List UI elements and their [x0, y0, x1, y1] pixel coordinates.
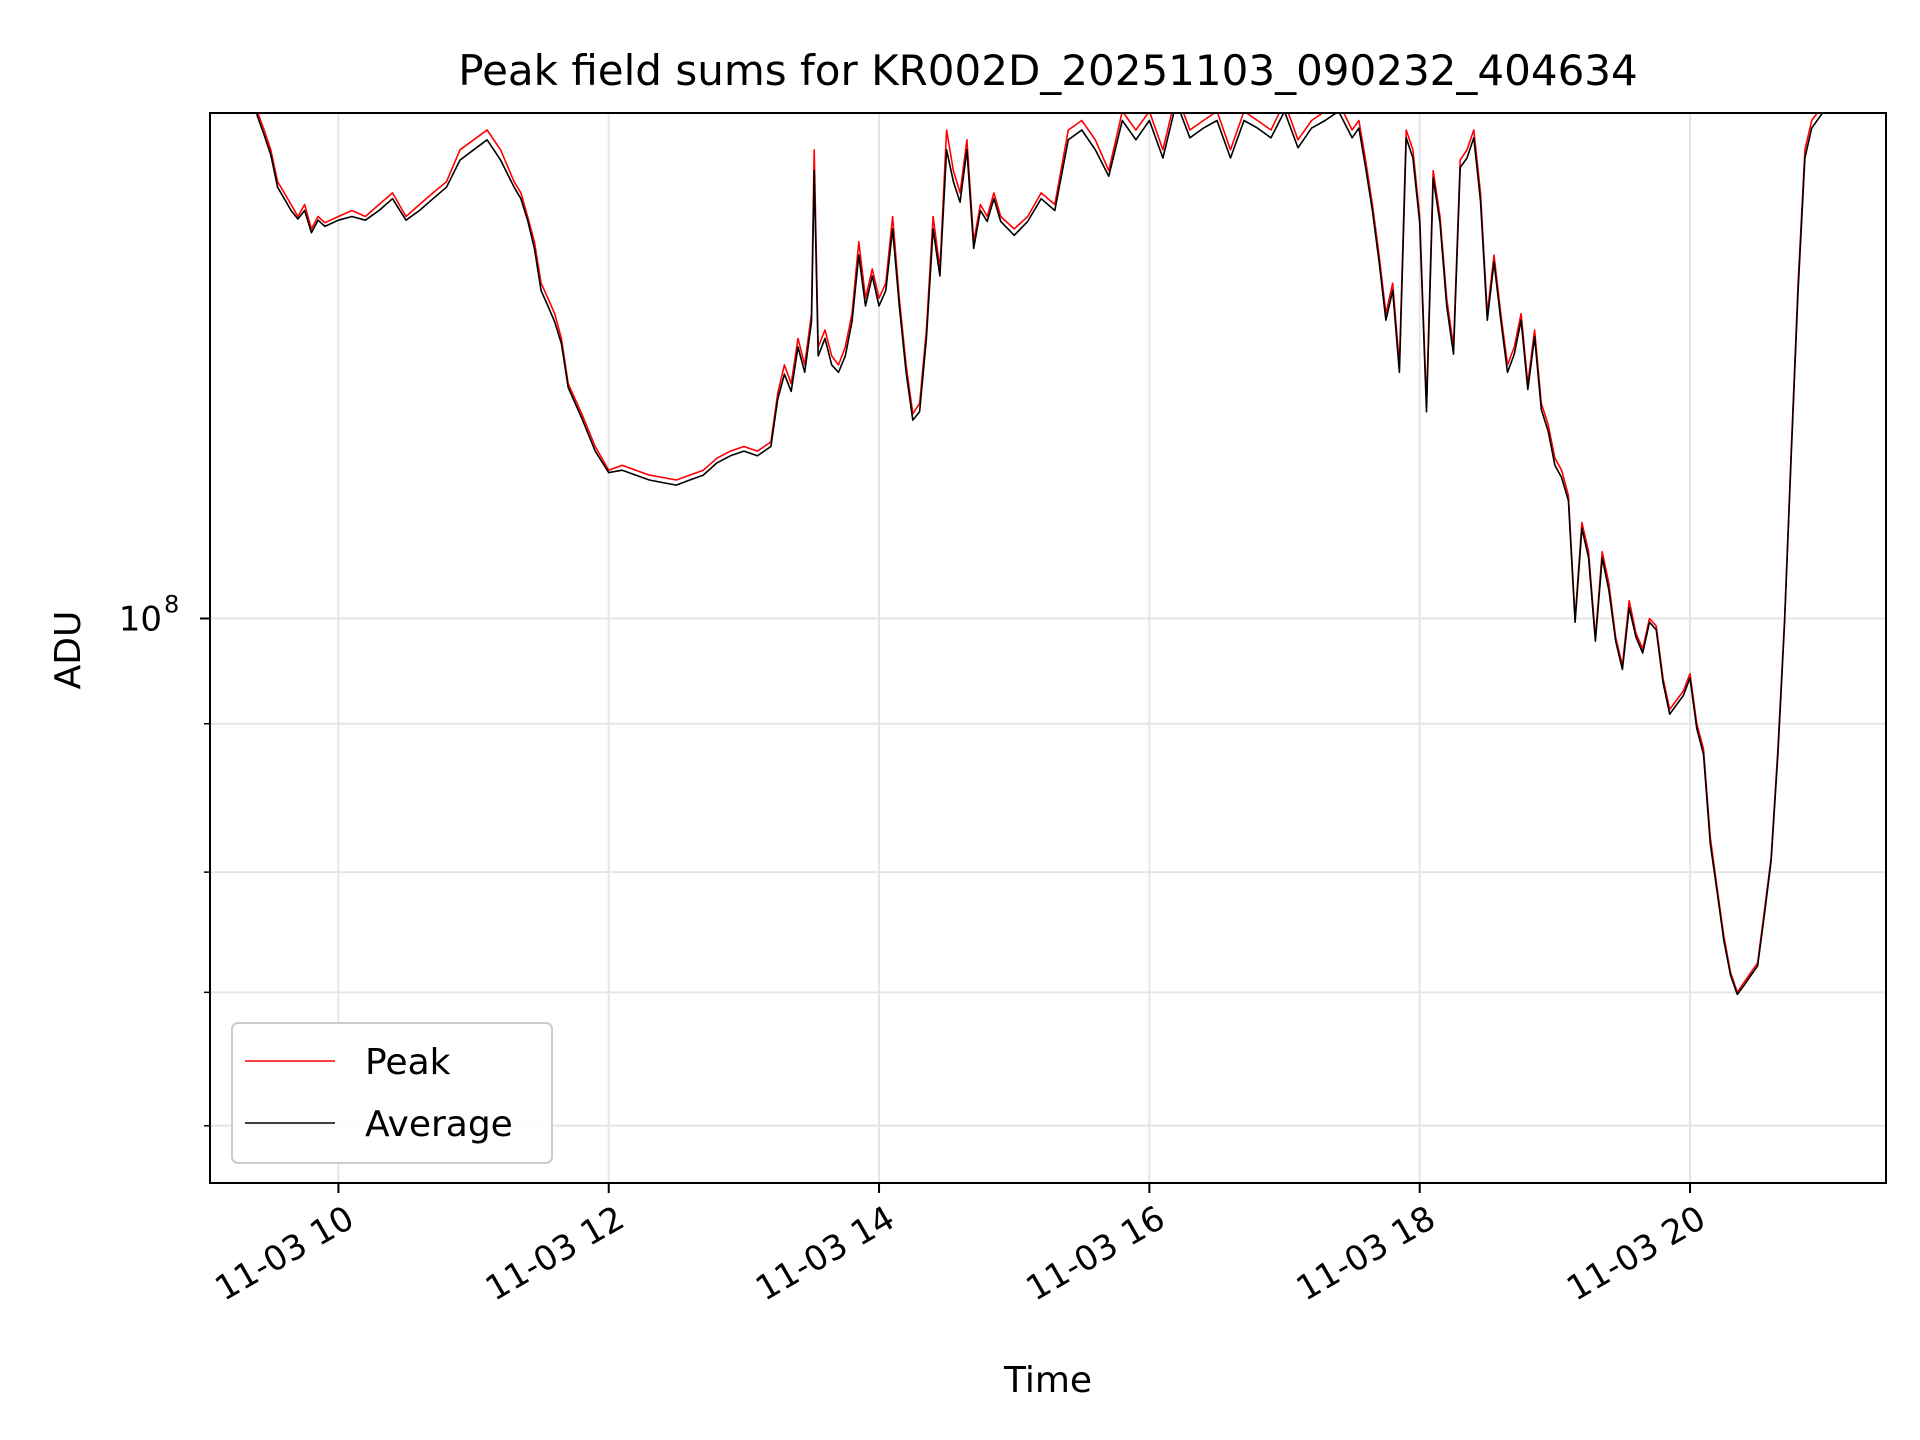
legend-box — [231, 1022, 553, 1164]
legend-label-peak: Peak — [365, 1042, 451, 1083]
y-axis-title: ADU — [48, 611, 89, 690]
series-line-average — [255, 113, 1824, 996]
legend: Peak Average — [231, 1022, 553, 1164]
y-axis-ticks: 10 8 — [119, 591, 210, 1127]
chart-title: Peak field sums for KR002D_20251103_0902… — [458, 46, 1637, 95]
plot-frame — [209, 112, 1887, 1184]
y-tick-label-exponent: 8 — [164, 591, 179, 619]
series-layer — [255, 113, 1824, 996]
legend-label-average: Average — [365, 1104, 513, 1145]
y-tick-label-base: 10 — [119, 600, 162, 640]
series-line-peak — [257, 113, 1819, 994]
x-axis-title: Time — [1003, 1360, 1092, 1401]
